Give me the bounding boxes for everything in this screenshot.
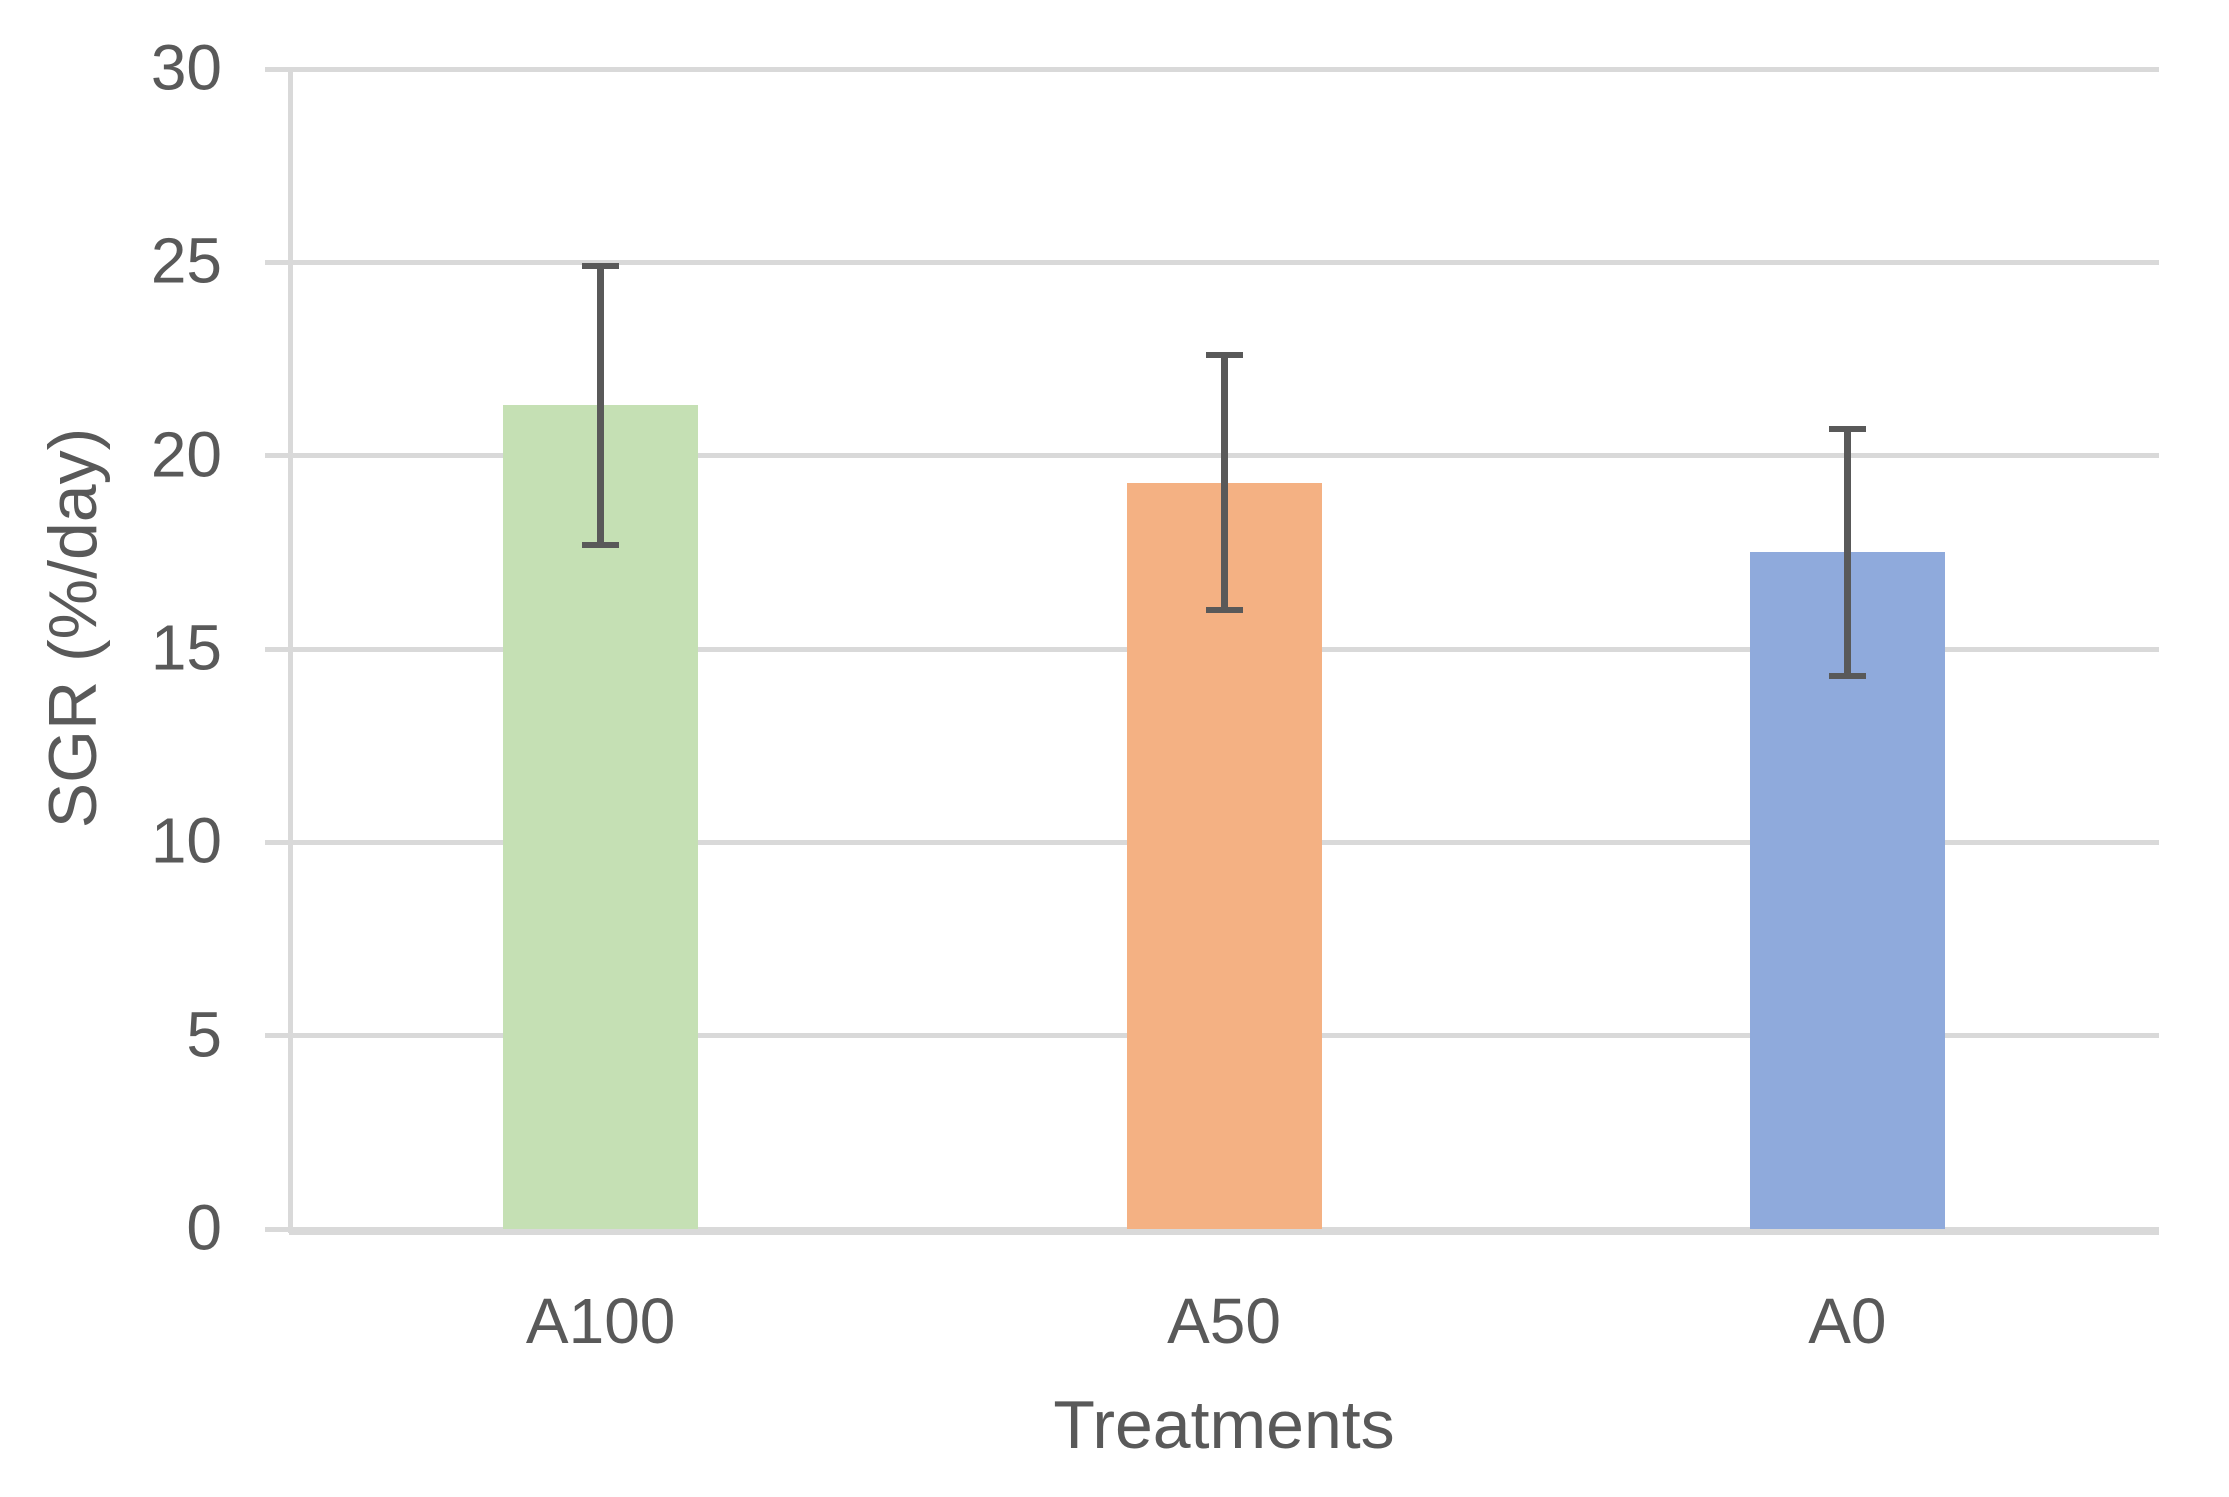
y-tick-label: 5 — [186, 998, 222, 1071]
y-tick-label: 15 — [150, 611, 222, 684]
error-bar-top-cap — [1828, 425, 1866, 432]
error-bar-bottom-cap — [1205, 607, 1243, 614]
y-axis-tick — [265, 839, 289, 845]
x-category-label: A0 — [1808, 1285, 1887, 1357]
y-axis-tick — [265, 1226, 289, 1232]
error-bar-line — [1843, 428, 1851, 677]
y-axis-tick — [265, 1033, 289, 1039]
plot-area: 0 5 10 15 20 25 30 A100 A50 A0 — [151, 32, 2159, 1357]
y-tick-label: 30 — [150, 31, 222, 104]
error-bar-bottom-cap — [1828, 673, 1866, 680]
x-axis-title: Treatments — [1053, 1387, 1395, 1463]
gridline — [289, 259, 2159, 265]
error-bar-line — [597, 266, 605, 545]
error-bar-top-cap — [1205, 352, 1243, 359]
y-axis-title: SGR (%/day) — [35, 427, 111, 829]
x-axis-line — [289, 1227, 2159, 1235]
x-category-label: A100 — [525, 1285, 676, 1357]
y-axis-tick — [265, 66, 289, 72]
error-bar-top-cap — [582, 263, 620, 270]
y-axis-tick — [265, 259, 289, 265]
gridline — [289, 66, 2159, 72]
error-bar-line — [1220, 355, 1228, 611]
y-axis-tick — [265, 453, 289, 459]
y-tick-label: 20 — [150, 418, 222, 491]
y-axis-tick — [265, 646, 289, 652]
y-tick-label: 0 — [186, 1191, 222, 1264]
error-bar-bottom-cap — [582, 541, 620, 548]
y-tick-label: 10 — [150, 804, 222, 877]
x-category-label: A50 — [1167, 1285, 1281, 1357]
y-axis-line — [288, 69, 293, 1233]
y-tick-label: 25 — [150, 224, 222, 297]
